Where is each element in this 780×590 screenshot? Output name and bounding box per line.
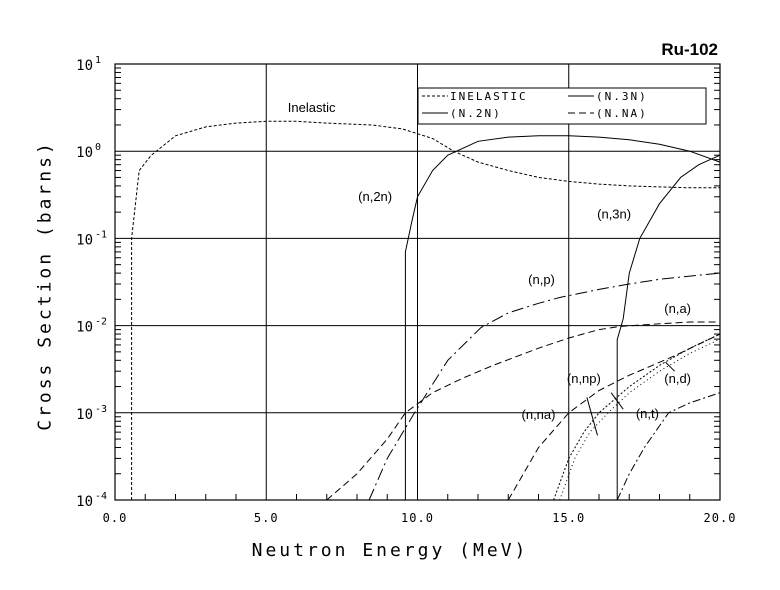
y-tick-exp: -3: [95, 404, 107, 415]
y-axis-label: Cross Section (barns): [34, 140, 56, 431]
series-line-na: [326, 321, 720, 501]
legend-label: (N.2N): [450, 107, 502, 120]
annotation-label: (n,p): [528, 272, 555, 287]
x-axis-label: Neutron Energy (MeV): [251, 540, 529, 561]
legend-label: (N.NA): [596, 107, 648, 120]
series-line-n3n: [616, 154, 721, 500]
y-tick-exp: 1: [95, 55, 101, 66]
annotation-label: (n,na): [522, 407, 556, 422]
y-tick-base: 10: [76, 320, 93, 336]
leader-line: [586, 397, 598, 436]
x-tick-label: 20.0: [704, 511, 737, 525]
annotation-label: (n,a): [664, 301, 691, 316]
series-line-nna: [507, 333, 721, 501]
y-tick-base: 10: [76, 58, 93, 74]
leader-line: [665, 361, 675, 372]
x-tick-label: 0.0: [103, 511, 128, 525]
series-line-nnp: [553, 333, 721, 501]
legend-label: INELASTIC: [450, 90, 528, 103]
y-tick-exp: -2: [95, 317, 107, 328]
y-tick-exp: -4: [95, 491, 107, 502]
annotation-label: (n,t): [636, 406, 659, 421]
legend-box: [417, 87, 707, 125]
y-tick-exp: 0: [95, 142, 101, 153]
annotation-label: (n,2n): [358, 189, 392, 204]
series-line-Inelastic: [131, 120, 720, 500]
series-line-np: [368, 272, 721, 501]
y-tick-base: 10: [76, 494, 93, 510]
annotation-label: (n,np): [567, 371, 601, 386]
y-tick-exp: -1: [95, 229, 107, 240]
x-tick-label: 15.0: [552, 511, 585, 525]
x-tick-label: 5.0: [254, 511, 279, 525]
annotation-label: Inelastic: [288, 100, 336, 115]
annotation-label: (n,3n): [597, 206, 631, 221]
series-line-nd: [559, 338, 721, 501]
series-line-n2n: [404, 135, 721, 500]
leader-line: [610, 392, 624, 410]
y-tick-base: 10: [76, 407, 93, 423]
annotation-label: (n,d): [664, 371, 691, 386]
legend-label: (N.3N): [596, 90, 648, 103]
series-line-nt: [616, 392, 721, 501]
x-tick-label: 10.0: [401, 511, 434, 525]
y-tick-base: 10: [76, 145, 93, 161]
chart-title: Ru-102: [661, 40, 718, 59]
y-tick-base: 10: [76, 232, 93, 248]
